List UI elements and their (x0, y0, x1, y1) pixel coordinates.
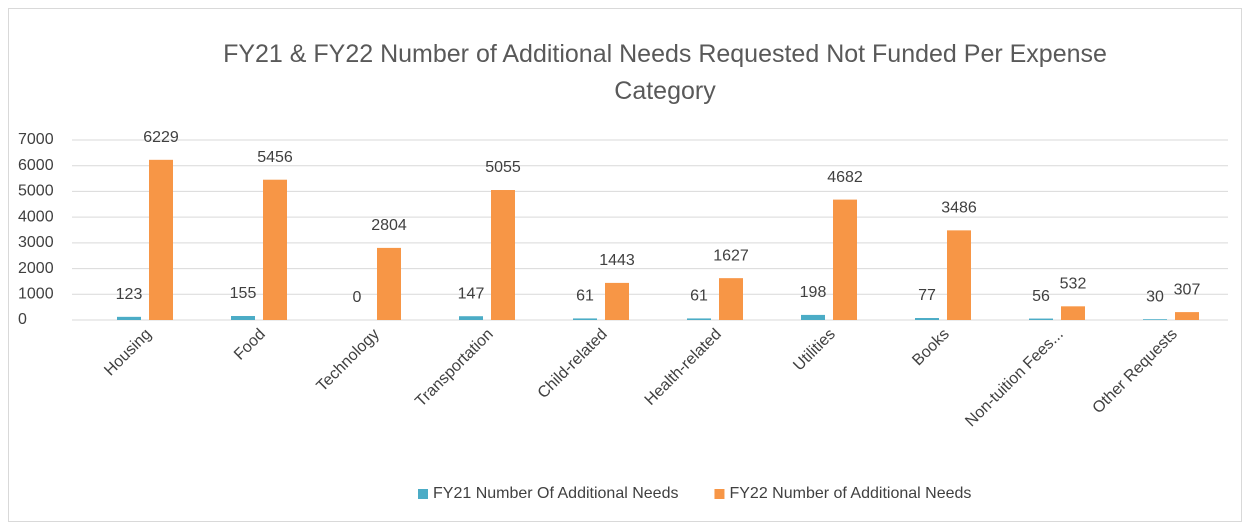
data-label: 77 (918, 287, 936, 304)
data-label: 5055 (485, 159, 521, 176)
bar (801, 314, 825, 320)
data-label: 155 (230, 285, 257, 302)
y-tick-label: 0 (18, 311, 27, 328)
x-tick-label: Housing (101, 326, 155, 380)
bar (915, 318, 939, 320)
data-label: 3486 (941, 200, 977, 217)
data-label: 123 (116, 286, 143, 303)
x-tick-label: Health-related (642, 326, 725, 409)
data-label: 0 (353, 289, 362, 306)
chart-title: FY21 & FY22 Number of Additional Needs R… (223, 40, 1107, 105)
bar (687, 318, 711, 320)
y-tick-label: 7000 (18, 131, 54, 148)
y-tick-label: 1000 (18, 286, 54, 303)
x-tick-label: Non-tuition Fees... (962, 326, 1066, 430)
x-tick-label: Transportation (412, 326, 497, 411)
legend-swatch (418, 489, 428, 499)
bar (947, 230, 971, 320)
bar (117, 316, 141, 320)
bar (1061, 306, 1085, 320)
bar (491, 190, 515, 320)
legend-swatch (714, 489, 725, 499)
bar (605, 282, 629, 320)
data-label: 198 (800, 284, 827, 301)
data-label: 56 (1032, 288, 1050, 305)
bar (719, 278, 743, 320)
bar (459, 316, 483, 320)
x-tick-label: Utilities (790, 326, 838, 374)
x-tick-label: Child-related (535, 326, 611, 402)
bar (263, 179, 287, 320)
data-label: 2804 (371, 217, 407, 234)
bar (377, 247, 401, 320)
data-label: 307 (1174, 281, 1201, 298)
data-label: 6229 (143, 129, 179, 146)
bar (573, 318, 597, 320)
bar (1029, 318, 1053, 320)
y-tick-label: 2000 (18, 260, 54, 277)
bar (833, 199, 857, 320)
x-tick-label: Books (909, 326, 952, 369)
chart-border (8, 8, 1242, 522)
y-tick-label: 5000 (18, 183, 54, 200)
data-label: 4682 (827, 169, 863, 186)
bar (1175, 312, 1199, 320)
y-tick-label: 6000 (18, 157, 54, 174)
data-label: 1443 (599, 252, 635, 269)
x-tick-label: Technology (314, 326, 383, 395)
y-tick-label: 4000 (18, 208, 54, 225)
bar (1143, 319, 1167, 320)
x-tick-label: Other Requests (1090, 326, 1181, 417)
data-label: 61 (576, 288, 594, 305)
data-label: 30 (1146, 288, 1164, 305)
data-label: 1627 (713, 247, 749, 264)
data-label: 147 (458, 285, 485, 302)
y-tick-label: 3000 (18, 234, 54, 251)
bar (231, 316, 255, 320)
data-label: 5456 (257, 149, 293, 166)
x-tick-label: Food (231, 326, 269, 364)
data-label: 532 (1060, 276, 1087, 293)
bar (149, 159, 173, 320)
legend-label: FY21 Number Of Additional Needs (433, 485, 678, 502)
legend-label: FY22 Number of Additional Needs (729, 485, 971, 502)
data-label: 61 (690, 288, 708, 305)
